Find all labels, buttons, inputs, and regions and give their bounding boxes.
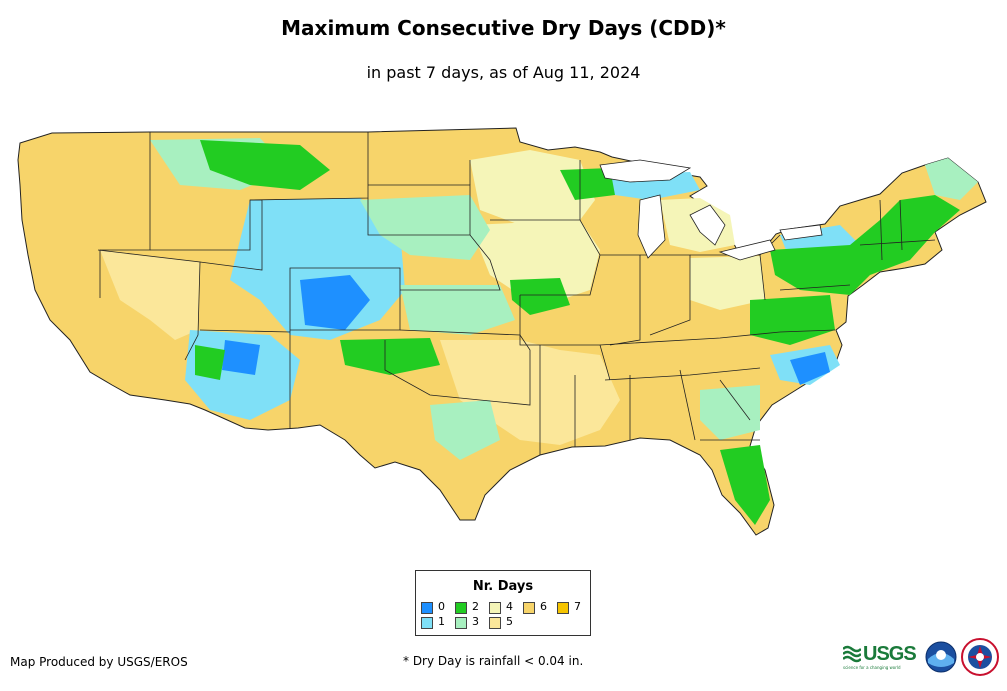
region-4day-ohio <box>690 256 765 310</box>
legend-label: 4 <box>506 600 513 613</box>
credit-text: Map Produced by USGS/EROS <box>10 655 188 669</box>
legend-title: Nr. Days <box>472 579 534 594</box>
footnote-text: * Dry Day is rainfall < 0.04 in. <box>403 654 584 668</box>
region-4day-mn <box>470 150 595 225</box>
legend-swatch <box>455 617 467 629</box>
nws-logo-icon <box>961 638 999 676</box>
legend-swatch <box>489 602 501 614</box>
region-3day-nplains <box>360 195 490 260</box>
region-0day-nm <box>222 340 260 375</box>
region-2day-florida <box>720 445 770 525</box>
region-5day-west <box>100 250 200 340</box>
region-4day-iowa <box>470 220 600 300</box>
legend-swatch <box>523 602 535 614</box>
legend-label: 0 <box>438 600 445 613</box>
noaa-logo-icon <box>925 641 957 673</box>
region-2day-montana <box>200 140 330 190</box>
map-title: Maximum Consecutive Dry Days (CDD)* <box>281 16 726 40</box>
legend-swatch <box>421 602 433 614</box>
region-2day-kc <box>510 278 570 315</box>
region-3day-maine <box>925 158 978 200</box>
region-3day-se <box>700 385 760 440</box>
legend-label: 7 <box>574 600 581 613</box>
legend-label: 5 <box>506 615 513 628</box>
region-2day-arizona <box>195 345 225 380</box>
usgs-logo: USGS science for a changing world <box>843 643 919 673</box>
region-0day-nc <box>790 352 830 385</box>
legend-swatch <box>455 602 467 614</box>
region-2day-okla <box>340 338 440 375</box>
legend-label: 1 <box>438 615 445 628</box>
usgs-tagline: science for a changing world <box>843 665 901 670</box>
legend-swatch <box>557 602 569 614</box>
legend: Nr. Days 0 1 2 3 4 5 6 7 <box>415 570 591 636</box>
legend-label: 2 <box>472 600 479 613</box>
usgs-wordmark: USGS <box>863 643 917 665</box>
map-subtitle: in past 7 days, as of Aug 11, 2024 <box>366 63 641 82</box>
usgs-wave-icon <box>843 645 861 663</box>
great-lakes <box>599 159 823 261</box>
region-3day-texas <box>430 400 500 460</box>
region-0day-colorado <box>300 275 370 330</box>
legend-label: 3 <box>472 615 479 628</box>
legend-label: 6 <box>540 600 547 613</box>
legend-swatch <box>489 617 501 629</box>
region-2day-wisc <box>560 168 615 200</box>
state-borders <box>97 132 936 455</box>
legend-swatch <box>421 617 433 629</box>
region-3day-kansas <box>400 285 515 335</box>
